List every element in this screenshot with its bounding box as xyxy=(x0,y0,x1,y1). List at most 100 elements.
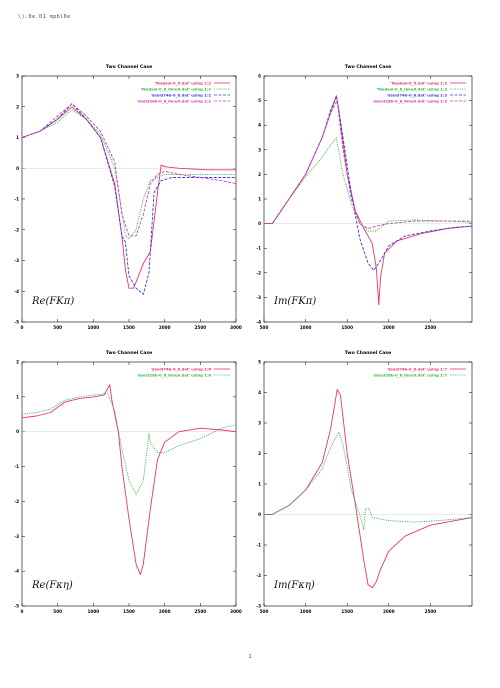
page-header: \).0e.01 mpbl0e xyxy=(18,14,71,20)
x-tick-label: 1500 xyxy=(341,609,353,614)
y-tick-label: 0 xyxy=(16,429,19,434)
y-tick-label: -1 xyxy=(256,246,261,251)
y-tick-label: -1 xyxy=(14,464,19,469)
y-tick-label: 3 xyxy=(16,74,19,79)
x-tick-label: 2500 xyxy=(195,609,207,614)
y-tick-label: 3 xyxy=(258,421,261,426)
y-tick-label: -4 xyxy=(14,289,19,294)
y-tick-label: -5 xyxy=(14,320,19,325)
legend-label: 'dsol374b-0_8.dat' using 1:7 xyxy=(387,366,448,371)
x-tick-label: 1000 xyxy=(300,609,312,614)
y-tick-label: 1 xyxy=(16,135,19,140)
x-tick-label: 3000 xyxy=(230,609,242,614)
plot-frame xyxy=(21,361,237,607)
legend-label: 'dsol374b-0_8.dat' using 1:2 xyxy=(151,92,212,97)
y-tick-label: -4 xyxy=(14,569,19,574)
chart-title: Two Channel Case xyxy=(106,64,153,70)
series-line-2 xyxy=(21,109,236,240)
y-tick-label: -3 xyxy=(256,295,261,300)
legend-label: 'fbadsol-0_5.dat' using 1:3 xyxy=(390,80,447,85)
x-tick-label: 3000 xyxy=(230,325,242,330)
y-tick-label: 1 xyxy=(16,394,19,399)
series-line-1 xyxy=(21,106,236,289)
legend-label: 'dsol328b-0_8_lbnull.dat' using 1:7 xyxy=(373,372,448,377)
y-tick-label: -4 xyxy=(256,320,261,325)
x-tick-label: 1500 xyxy=(123,609,135,614)
x-tick-label: 2500 xyxy=(195,325,207,330)
chart-panel-2: Two Channel Case -4 -3 -2 -1 0 1 2 3 4 5 6 500 1000 15… xyxy=(256,64,473,330)
x-tick-label: 500 xyxy=(260,325,269,330)
x-tick-label: 1500 xyxy=(123,325,135,330)
plot-frame xyxy=(263,75,473,323)
y-tick-label: 2 xyxy=(16,360,19,365)
series-line-1 xyxy=(264,389,473,589)
chart-panel-1: Two Channel Case -5 -4 -3 -2 -1 0 1 2 3 0 500 1000 15… xyxy=(14,64,242,330)
legend-label: 'dsol374b-0_8.dat' using 1:3 xyxy=(387,92,448,97)
x-tick-label: 500 xyxy=(260,609,269,614)
x-tick-label: 1500 xyxy=(341,325,353,330)
y-tick-label: -5 xyxy=(14,604,19,609)
y-tick-label: 3 xyxy=(258,147,261,152)
series-line-4 xyxy=(21,103,237,237)
x-tick-label: 1000 xyxy=(88,609,100,614)
panel-annotation: Re(Fκη) xyxy=(31,580,73,591)
y-tick-label: 0 xyxy=(258,221,261,226)
x-tick-label: 1000 xyxy=(300,325,312,330)
x-tick-label: 0 xyxy=(21,609,24,614)
y-tick-label: -3 xyxy=(14,534,19,539)
x-tick-label: 2500 xyxy=(425,609,437,614)
series-line-2 xyxy=(21,392,237,495)
x-tick-label: 2000 xyxy=(383,325,395,330)
legend-label: 'dsol374b-0_8.dat' using 1:6 xyxy=(151,366,212,371)
chart-panel-4: Two Channel Case -3 -2 -1 0 1 2 3 4 5 500 1000 1500 2… xyxy=(256,350,473,614)
y-tick-label: 1 xyxy=(258,482,261,487)
y-tick-label: 0 xyxy=(16,166,19,171)
panel-annotation: Im(FKπ) xyxy=(273,296,316,307)
series-line-1 xyxy=(264,95,473,306)
y-tick-label: 1 xyxy=(258,197,261,202)
y-tick-label: -1 xyxy=(14,197,19,202)
x-tick-label: 500 xyxy=(53,325,62,330)
series-line-1 xyxy=(21,384,237,576)
x-tick-label: 2000 xyxy=(383,609,395,614)
y-tick-label: 0 xyxy=(258,512,261,517)
y-tick-label: 5 xyxy=(258,98,261,103)
y-tick-label: -3 xyxy=(256,604,261,609)
panel-annotation: Re(FKπ) xyxy=(31,296,74,307)
y-tick-label: -1 xyxy=(256,543,261,548)
legend-label: 'dsol328b-0_8_lbnull.dat' using 1:2 xyxy=(137,98,212,103)
x-tick-label: 1000 xyxy=(88,325,100,330)
plot-frame xyxy=(21,75,237,323)
y-tick-label: -2 xyxy=(14,499,19,504)
panel-annotation: Im(Fκη) xyxy=(273,580,315,591)
y-tick-label: 2 xyxy=(258,172,261,177)
y-tick-label: -2 xyxy=(14,227,19,232)
x-tick-label: 2000 xyxy=(159,325,171,330)
legend-label: 'dsol328b-0_8_lbnull.dat' using 1:6 xyxy=(137,372,212,377)
y-tick-label: -2 xyxy=(256,573,261,578)
y-tick-label: -2 xyxy=(256,270,261,275)
legend-label: 'fbadsol-0_8_lbnull.dat' using 1:3 xyxy=(377,86,448,91)
series-line-3 xyxy=(21,103,236,295)
chart-title: Two Channel Case xyxy=(345,350,392,356)
y-tick-label: 4 xyxy=(258,123,261,128)
y-tick-label: -3 xyxy=(14,258,19,263)
series-line-4 xyxy=(264,100,472,229)
y-tick-label: 2 xyxy=(258,451,261,456)
x-tick-label: 0 xyxy=(21,325,24,330)
series-line-2 xyxy=(264,431,473,531)
page-number: 1 xyxy=(248,654,252,660)
y-tick-label: 2 xyxy=(16,104,19,109)
plot-frame xyxy=(263,361,473,607)
legend-label: 'dsol328b-0_8_lbnull.dat' using 1:3 xyxy=(373,98,448,103)
series-line-3 xyxy=(264,95,473,271)
x-tick-label: 2500 xyxy=(425,325,437,330)
chart-panel-3: Two Channel Case -5 -4 -3 -2 -1 0 1 2 0 500 1000 150… xyxy=(14,350,242,614)
x-tick-label: 500 xyxy=(53,609,62,614)
legend-label: 'fbadsol-0_5.dat' using 1:2 xyxy=(154,80,211,85)
legend-label: 'fbadsol-0_8_lbnull.dat' using 1:2 xyxy=(141,86,212,91)
chart-title: Two Channel Case xyxy=(106,350,153,356)
y-tick-label: 4 xyxy=(258,390,261,395)
y-tick-label: 5 xyxy=(258,360,261,365)
